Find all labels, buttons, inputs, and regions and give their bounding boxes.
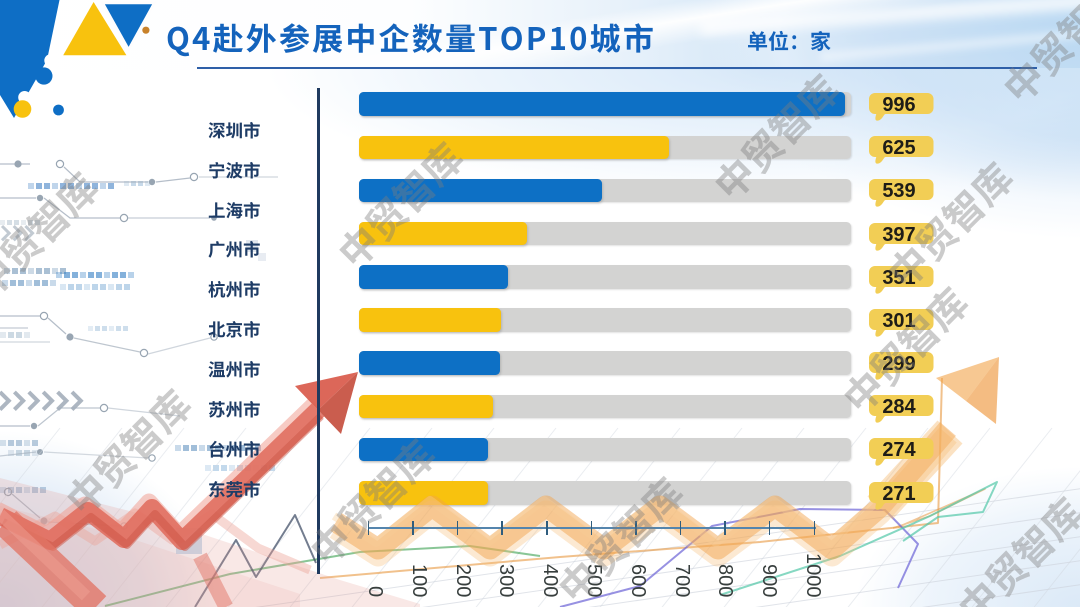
svg-text:284: 284 (882, 396, 916, 418)
svg-text:301: 301 (882, 310, 915, 332)
svg-text:397: 397 (882, 224, 915, 246)
svg-text:299: 299 (882, 353, 915, 375)
svg-text:625: 625 (882, 137, 915, 159)
svg-text:351: 351 (882, 267, 915, 289)
svg-text:271: 271 (882, 483, 915, 505)
svg-text:539: 539 (882, 180, 915, 202)
svg-text:996: 996 (882, 94, 915, 116)
svg-text:274: 274 (882, 440, 916, 462)
